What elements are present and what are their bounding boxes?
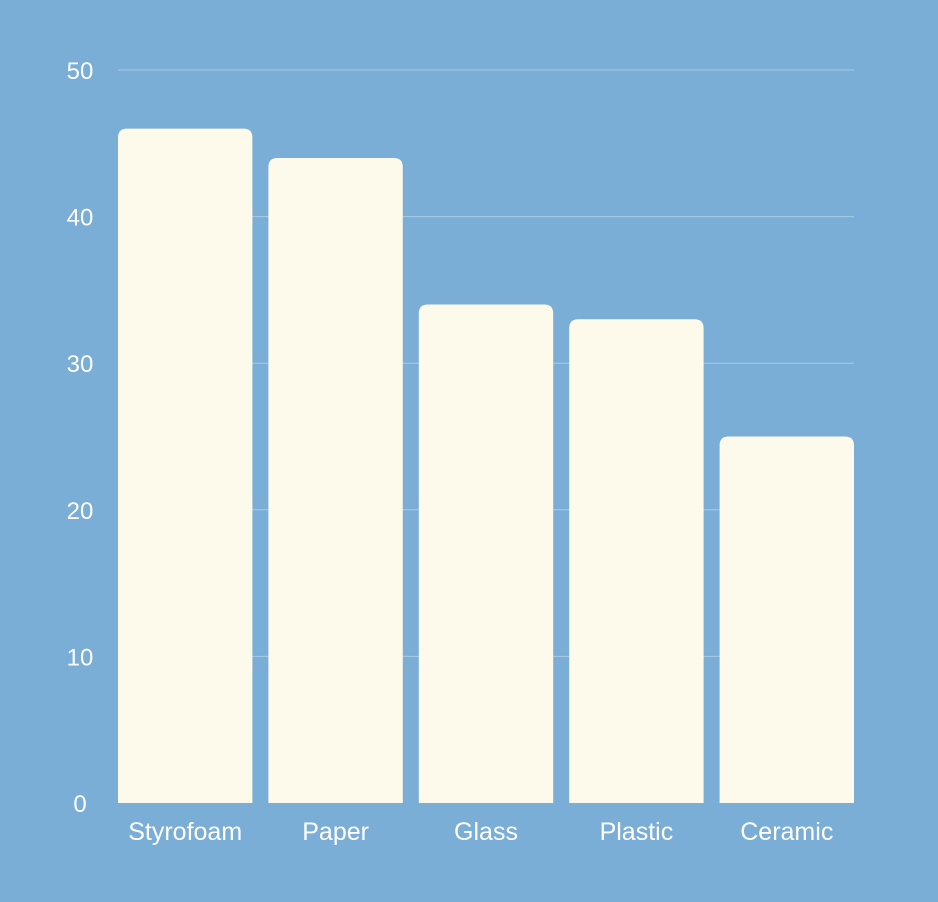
- y-tick-label: 20: [67, 498, 94, 525]
- bar-plastic: [569, 319, 704, 803]
- y-tick-label: 0: [73, 791, 86, 818]
- y-axis-tick-labels: 0 10 20 30 40 50: [67, 58, 94, 818]
- bar-paper: [268, 157, 403, 803]
- y-tick-label: 40: [67, 205, 94, 232]
- y-tick-label: 50: [67, 58, 94, 85]
- bars: [118, 128, 854, 803]
- y-tick-label: 10: [67, 644, 94, 671]
- x-category-label: Plastic: [600, 818, 674, 846]
- y-tick-label: 30: [67, 351, 94, 378]
- x-category-label: Ceramic: [740, 818, 833, 846]
- x-axis-category-labels: Styrofoam Paper Glass Plastic Ceramic: [128, 818, 833, 846]
- x-category-label: Styrofoam: [128, 818, 242, 846]
- bar-styrofoam: [118, 128, 253, 803]
- bar-ceramic: [719, 436, 854, 803]
- x-category-label: Glass: [454, 818, 518, 846]
- bar-glass: [418, 304, 554, 803]
- x-category-label: Paper: [302, 818, 369, 846]
